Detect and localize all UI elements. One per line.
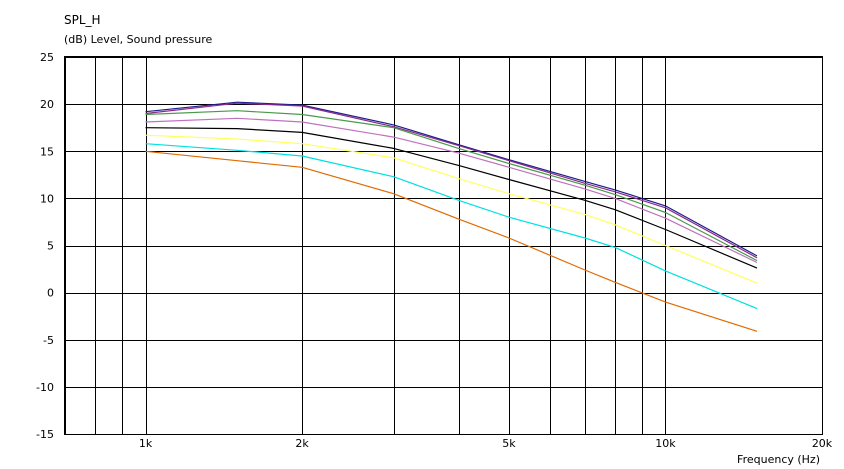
series-line	[145, 101, 758, 257]
series-line	[145, 110, 758, 262]
y-axis-label: (dB) Level, Sound pressure	[64, 33, 213, 46]
chart-title: SPL_H	[64, 13, 101, 27]
y-tick-label: -10	[36, 381, 54, 394]
plot-area-frame	[64, 56, 823, 435]
x-tick-label: 20k	[812, 437, 833, 450]
series-line	[145, 150, 758, 332]
x-tick-label: 1k	[139, 437, 153, 450]
series-line	[145, 134, 758, 284]
y-tick-label: 0	[47, 287, 54, 300]
y-tick-labels: 25 20 15 10 5 0 -5 -10 -15	[36, 51, 54, 441]
y-tick-label: -15	[36, 428, 54, 441]
series-line	[145, 117, 758, 264]
series-line	[145, 127, 758, 269]
x-tick-label: 10k	[655, 437, 676, 450]
series-lines	[145, 101, 758, 332]
x-tick-label: 2k	[295, 437, 309, 450]
x-axis-label: Frequency (Hz)	[737, 453, 820, 466]
y-tick-label: 25	[40, 51, 54, 64]
y-tick-label: 20	[40, 98, 54, 111]
series-line	[145, 143, 758, 310]
series-line	[145, 102, 758, 259]
y-tick-label: 15	[40, 145, 54, 158]
y-tick-label: 10	[40, 192, 54, 205]
y-tick-label: -5	[43, 334, 54, 347]
x-tick-label: 5k	[502, 437, 516, 450]
y-tick-label: 5	[47, 240, 54, 253]
x-tick-labels: 1k 2k 5k 10k 20k	[139, 437, 833, 450]
